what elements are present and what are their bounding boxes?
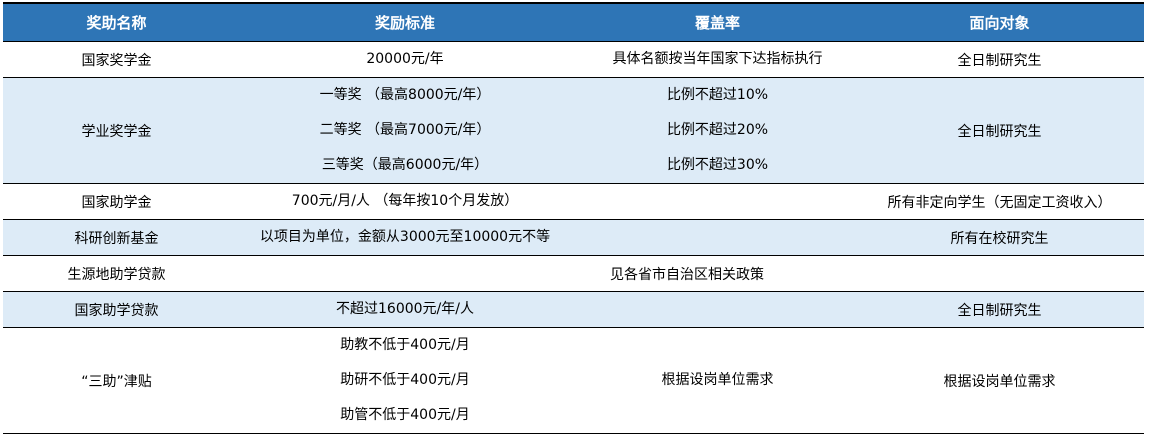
cell-coverage-line: 具体名额按当年国家下达指标执行 — [612, 51, 823, 67]
cell-name: 科研创新基金 — [3, 219, 230, 256]
cell-coverage-line — [580, 220, 855, 255]
cell-standard: 助教不低于400元/月 助研不低于400元/月 助管不低于400元/月 — [230, 327, 580, 434]
cell-coverage-line: 比例不超过30% — [666, 157, 769, 173]
cell-standard-line: 700元/月/人 （每年按10个月发放） — [291, 193, 519, 209]
table-row: 国家助学贷款 不超过16000元/年/人 全日制研究生 — [3, 291, 1144, 328]
cell-standard-line: 二等奖 （最高7000元/年） — [319, 122, 491, 138]
cell-name: 国家助学贷款 — [3, 291, 230, 328]
cell-standard-line: 助管不低于400元/月 — [340, 407, 470, 423]
cell-standard-line: 一等奖 （最高8000元/年） — [319, 87, 491, 103]
cell-name: 学业奖学金 — [3, 77, 230, 184]
cell-standard-line: 助研不低于400元/月 — [340, 372, 470, 388]
cell-coverage — [580, 183, 855, 220]
cell-name: 国家助学金 — [3, 183, 230, 220]
cell-target: 所有非定向学生（无固定工资收入） — [855, 183, 1144, 220]
cell-target: 全日制研究生 — [855, 291, 1144, 328]
cell-target: 全日制研究生 — [855, 77, 1144, 184]
cell-name: “三助”津贴 — [3, 327, 230, 434]
cell-standard: 20000元/年 — [230, 41, 580, 78]
cell-standard-line: 20000元/年 — [366, 51, 444, 67]
header-row: 奖助名称 奖励标准 覆盖率 面向对象 — [3, 2, 1144, 42]
header-target: 面向对象 — [855, 2, 1144, 42]
table-row: 生源地助学贷款 见各省市自治区相关政策 — [3, 255, 1144, 292]
header-standard: 奖励标准 — [230, 2, 580, 42]
cell-coverage: 比例不超过10% 比例不超过20% 比例不超过30% — [580, 77, 855, 184]
cell-coverage: 具体名额按当年国家下达指标执行 — [580, 41, 855, 78]
cell-target: 所有在校研究生 — [855, 219, 1144, 256]
cell-coverage — [580, 219, 855, 256]
cell-coverage-line: 比例不超过10% — [666, 87, 769, 103]
cell-merged: 见各省市自治区相关政策 — [230, 255, 1144, 292]
cell-target: 全日制研究生 — [855, 41, 1144, 78]
cell-coverage-line — [580, 184, 855, 219]
cell-standard-line: 以项目为单位，金额从3000元至10000元不等 — [259, 229, 551, 245]
cell-name: 国家奖学金 — [3, 41, 230, 78]
cell-standard: 不超过16000元/年/人 — [230, 291, 580, 328]
table-row: 国家奖学金 20000元/年 具体名额按当年国家下达指标执行 全日制研究生 — [3, 41, 1144, 78]
cell-coverage-line: 比例不超过20% — [666, 122, 769, 138]
header-coverage: 覆盖率 — [580, 2, 855, 42]
cell-standard: 以项目为单位，金额从3000元至10000元不等 — [230, 219, 580, 256]
cell-standard: 700元/月/人 （每年按10个月发放） — [230, 183, 580, 220]
cell-name: 生源地助学贷款 — [3, 255, 230, 292]
cell-coverage — [580, 291, 855, 328]
cell-standard-line: 三等奖（最高6000元/年） — [321, 157, 489, 173]
cell-standard-line: 助教不低于400元/月 — [340, 337, 470, 353]
cell-standard-line: 不超过16000元/年/人 — [336, 301, 474, 317]
scholarship-table: 奖助名称 奖励标准 覆盖率 面向对象 国家奖学金 20000元/年 具体名额按当年国… — [3, 2, 1144, 434]
table-row: 国家助学金 700元/月/人 （每年按10个月发放） 所有非定向学生（无固定工资收入… — [3, 183, 1144, 220]
cell-coverage-line — [580, 292, 855, 327]
header-name: 奖助名称 — [3, 2, 230, 42]
cell-coverage: 根据设岗单位需求 — [580, 327, 855, 434]
table-row: “三助”津贴 助教不低于400元/月 助研不低于400元/月 助管不低于400元/月根… — [3, 327, 1144, 434]
cell-standard: 一等奖 （最高8000元/年） 二等奖 （最高7000元/年） 三等奖（最高6000… — [230, 77, 580, 184]
table-row: 科研创新基金 以项目为单位，金额从3000元至10000元不等 所有在校研究生 — [3, 219, 1144, 256]
table-row: 学业奖学金 一等奖 （最高8000元/年） 二等奖 （最高7000元/年） 三等奖（最… — [3, 77, 1144, 184]
cell-target: 根据设岗单位需求 — [855, 327, 1144, 434]
cell-coverage-line: 根据设岗单位需求 — [661, 372, 774, 388]
